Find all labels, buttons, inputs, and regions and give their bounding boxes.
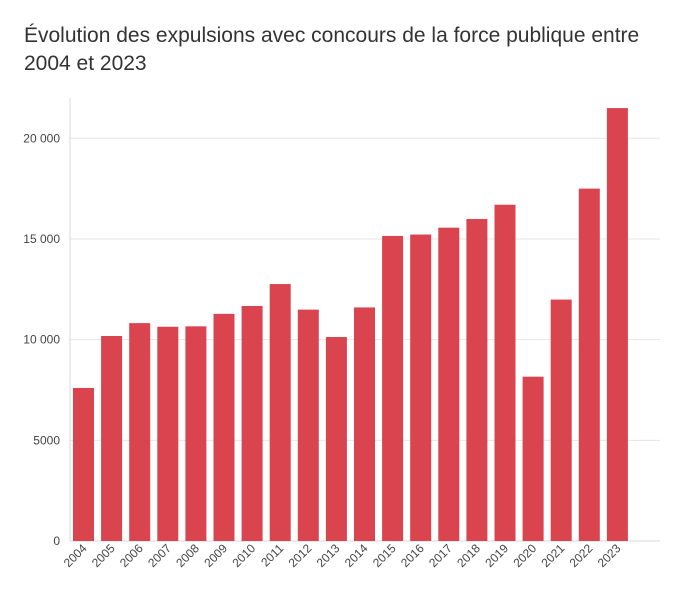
x-tick-label: 2019 — [482, 541, 511, 570]
bar-2018 — [466, 219, 488, 542]
x-tick-label: 2020 — [510, 541, 539, 570]
bar-2009 — [213, 313, 235, 541]
chart-title: Évolution des expulsions avec concours d… — [24, 24, 640, 75]
bar-2010 — [241, 306, 263, 541]
y-tick-labels: 0 5000 10 000 15 000 20 000 — [23, 131, 60, 548]
x-tick-label: 2004 — [61, 541, 90, 570]
x-tick-label: 2023 — [595, 541, 624, 570]
x-tick-label: 2013 — [314, 541, 343, 570]
bar-2022 — [578, 188, 600, 541]
x-tick-label: 2014 — [342, 541, 371, 570]
bar-2023 — [606, 108, 628, 542]
y-tick-label: 20 000 — [23, 131, 60, 145]
bar-2017 — [438, 227, 460, 542]
x-tick-label: 2005 — [89, 541, 118, 570]
bar-2007 — [157, 326, 179, 541]
bar-2011 — [269, 284, 291, 541]
bar-2021 — [550, 299, 572, 541]
bar-2006 — [129, 323, 151, 541]
x-tick-labels: 2004 2005 2006 2007 2008 2009 2010 2011 2012 2013… — [61, 541, 624, 570]
bars — [73, 108, 628, 542]
bar-2008 — [185, 326, 207, 541]
x-tick-label: 2007 — [145, 541, 174, 570]
x-tick-label: 2022 — [567, 541, 596, 570]
x-tick-label: 2008 — [173, 541, 202, 570]
y-tick-label: 5000 — [33, 433, 60, 447]
bar-2004 — [73, 387, 94, 541]
x-tick-label: 2017 — [426, 541, 455, 570]
bar-2013 — [325, 337, 347, 541]
x-tick-label: 2015 — [370, 541, 399, 570]
bar-2015 — [382, 235, 404, 542]
bar-2014 — [354, 307, 375, 541]
y-tick-label: 10 000 — [23, 333, 60, 347]
y-tick-label: 15 000 — [23, 232, 60, 246]
x-tick-label: 2018 — [454, 541, 483, 570]
x-tick-label: 2016 — [398, 541, 427, 570]
bar-2005 — [101, 336, 123, 541]
y-tick-label: 0 — [53, 534, 60, 548]
x-tick-label: 2009 — [201, 541, 230, 570]
bar-2020 — [522, 376, 544, 541]
x-tick-label: 2006 — [117, 541, 146, 570]
bar-2012 — [297, 309, 319, 541]
x-tick-label: 2012 — [286, 541, 315, 570]
bar-2016 — [410, 234, 432, 542]
x-tick-label: 2010 — [229, 541, 258, 570]
bar-2019 — [494, 204, 516, 542]
x-tick-label: 2011 — [258, 541, 286, 569]
x-tick-label: 2021 — [539, 541, 568, 570]
